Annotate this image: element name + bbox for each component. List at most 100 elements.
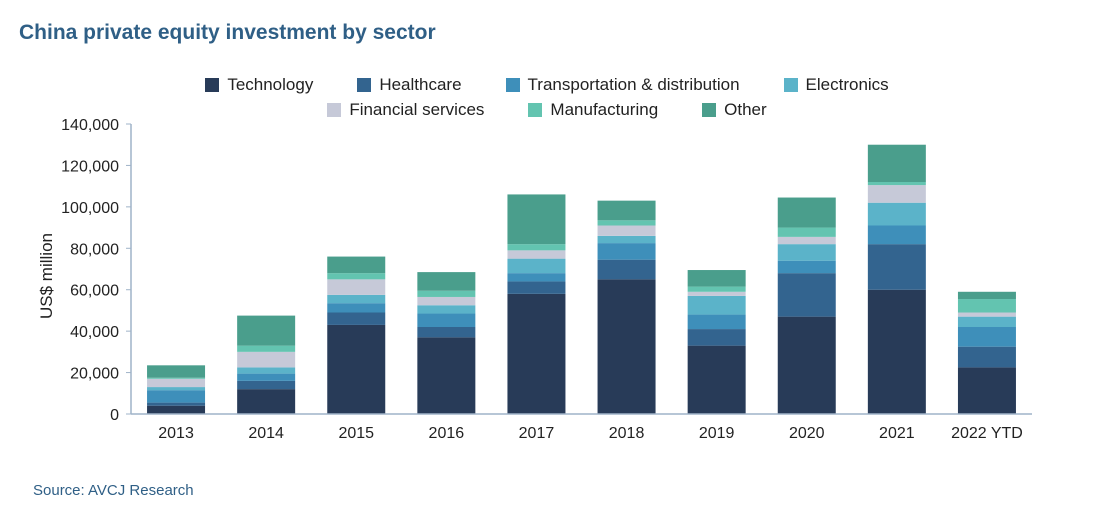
bar-segment-other-2016 xyxy=(417,272,476,291)
legend-item-technology: Technology xyxy=(205,75,313,95)
bar-segment-technology-2017 xyxy=(507,293,566,414)
bar-segment-other-2018 xyxy=(597,200,656,221)
bar-segment-electronics-2022-ytd xyxy=(957,316,1016,327)
y-tick-label: 0 xyxy=(110,407,119,424)
bars-group xyxy=(147,144,1016,414)
legend-label-manufacturing: Manufacturing xyxy=(550,100,659,119)
legend-item-transportation: Transportation & distribution xyxy=(505,75,740,95)
bar-segment-healthcare-2014 xyxy=(237,380,296,390)
bar-segment-electronics-2014 xyxy=(237,367,296,374)
bar-segment-manufacturing-2014 xyxy=(237,345,296,352)
bar-segment-financial-services-2015 xyxy=(327,279,386,295)
source-note: Source: AVCJ Research xyxy=(33,482,194,499)
bar-segment-financial-services-2013 xyxy=(147,378,206,388)
bar-segment-manufacturing-2016 xyxy=(417,290,476,297)
bar-segment-other-2020 xyxy=(777,197,836,228)
y-tick-label: 80,000 xyxy=(70,241,119,258)
y-tick-label: 100,000 xyxy=(61,200,119,217)
x-tick-label: 2015 xyxy=(338,425,374,442)
x-tick-label: 2020 xyxy=(789,425,825,442)
bar-segment-financial-services-2014 xyxy=(237,351,296,368)
bar-segment-electronics-2020 xyxy=(777,244,836,261)
bar-segment-other-2017 xyxy=(507,194,566,245)
x-tick-label: 2022 YTD xyxy=(951,425,1023,442)
legend-label-electronics: Electronics xyxy=(805,75,889,94)
bar-segment-electronics-2013 xyxy=(147,387,206,391)
bar-segment-transportation-distribution-2013 xyxy=(147,390,206,403)
bar-segment-transportation-distribution-2019 xyxy=(687,314,746,330)
bar-segment-financial-services-2020 xyxy=(777,236,836,245)
x-tick-label: 2013 xyxy=(158,425,194,442)
bar-segment-healthcare-2016 xyxy=(417,327,476,338)
legend-label-healthcare: Healthcare xyxy=(379,75,462,94)
legend-item-manufacturing: Manufacturing xyxy=(528,100,658,120)
bar-segment-electronics-2015 xyxy=(327,294,386,304)
legend-item-financial-services: Financial services xyxy=(327,100,484,120)
y-tick-label: 140,000 xyxy=(61,117,119,134)
bar-segment-technology-2015 xyxy=(327,324,386,414)
bar-segment-other-2019 xyxy=(687,270,746,287)
bar-segment-manufacturing-2019 xyxy=(687,286,746,292)
bar-segment-healthcare-2018 xyxy=(597,259,656,280)
bar-segment-financial-services-2022-ytd xyxy=(957,312,1016,317)
bar-segment-technology-2020 xyxy=(777,316,836,414)
legend-swatch-technology xyxy=(205,78,220,92)
bar-segment-electronics-2017 xyxy=(507,258,566,274)
bar-segment-technology-2021 xyxy=(867,289,926,414)
y-tick-label: 40,000 xyxy=(70,324,119,341)
bar-segment-manufacturing-2015 xyxy=(327,273,386,280)
bar-segment-financial-services-2018 xyxy=(597,225,656,236)
x-tick-label: 2019 xyxy=(699,425,735,442)
legend-label-technology: Technology xyxy=(227,75,314,94)
legend-item-healthcare: Healthcare xyxy=(357,75,462,95)
bar-segment-healthcare-2015 xyxy=(327,312,386,325)
bar-segment-technology-2019 xyxy=(687,345,746,414)
bar-segment-other-2013 xyxy=(147,365,206,378)
bar-segment-healthcare-2013 xyxy=(147,402,206,406)
bar-segment-healthcare-2017 xyxy=(507,281,566,294)
y-axis-label: US$ million xyxy=(37,233,56,319)
bar-segment-other-2022-ytd xyxy=(957,291,1016,300)
bar-segment-electronics-2018 xyxy=(597,235,656,244)
bar-segment-manufacturing-2022-ytd xyxy=(957,299,1016,313)
bar-segment-transportation-distribution-2016 xyxy=(417,313,476,327)
bar-segment-electronics-2019 xyxy=(687,295,746,315)
y-tick-label: 60,000 xyxy=(70,283,119,300)
x-tick-label: 2014 xyxy=(248,425,284,442)
chart-title: China private equity investment by secto… xyxy=(19,21,436,44)
bar-segment-transportation-distribution-2020 xyxy=(777,260,836,274)
legend-swatch-financial-services xyxy=(327,103,342,117)
bar-segment-technology-2016 xyxy=(417,337,476,414)
bar-segment-healthcare-2021 xyxy=(867,244,926,290)
bar-segment-financial-services-2021 xyxy=(867,185,926,203)
bar-segment-technology-2013 xyxy=(147,405,206,414)
bar-segment-financial-services-2019 xyxy=(687,291,746,296)
bar-segment-transportation-distribution-2014 xyxy=(237,373,296,381)
bar-segment-other-2021 xyxy=(867,144,926,182)
bar-segment-manufacturing-2018 xyxy=(597,220,656,226)
legend-item-electronics: Electronics xyxy=(783,75,889,95)
legend-label-transportation: Transportation & distribution xyxy=(527,75,740,94)
bar-segment-transportation-distribution-2018 xyxy=(597,243,656,260)
bar-segment-financial-services-2016 xyxy=(417,296,476,306)
bar-segment-manufacturing-2020 xyxy=(777,227,836,237)
legend-swatch-transportation xyxy=(505,78,520,92)
legend-swatch-electronics xyxy=(783,78,798,92)
bar-segment-technology-2014 xyxy=(237,389,296,414)
x-tick-label: 2021 xyxy=(879,425,915,442)
bar-segment-healthcare-2022-ytd xyxy=(957,346,1016,368)
bar-segment-transportation-distribution-2022-ytd xyxy=(957,327,1016,347)
bar-segment-technology-2022-ytd xyxy=(957,367,1016,414)
legend-swatch-manufacturing xyxy=(528,103,543,117)
x-tick-label: 2017 xyxy=(519,425,555,442)
y-tick-label: 20,000 xyxy=(70,366,119,383)
bar-segment-financial-services-2017 xyxy=(507,250,566,259)
legend-row-2: Financial services Manufacturing Other xyxy=(0,100,1094,120)
bar-segment-electronics-2016 xyxy=(417,305,476,314)
bar-segment-manufacturing-2021 xyxy=(867,182,926,186)
bar-segment-transportation-distribution-2017 xyxy=(507,273,566,282)
legend-swatch-other xyxy=(702,103,717,117)
x-tick-label: 2018 xyxy=(609,425,645,442)
legend-label-financial-services: Financial services xyxy=(349,100,485,119)
